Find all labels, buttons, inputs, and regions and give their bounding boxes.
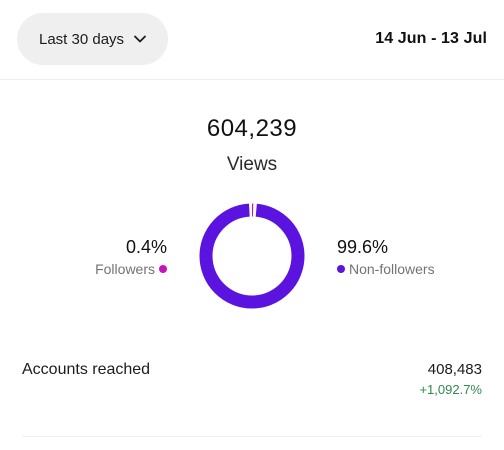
non-followers-dot-icon: [337, 265, 345, 273]
divider: [22, 436, 482, 437]
top-bar: Last 30 days 14 Jun - 13 Jul: [0, 0, 504, 80]
accounts-reached-value: 408,483: [427, 361, 482, 378]
donut-segment-followers: [199, 203, 305, 309]
followers-stat: 0.4% Followers: [95, 236, 167, 277]
accounts-reached-label: Accounts reached: [22, 361, 151, 378]
followers-legend: Followers: [95, 261, 167, 277]
non-followers-label: Non-followers: [349, 261, 435, 277]
date-range-dropdown[interactable]: Last 30 days: [17, 13, 168, 65]
donut-segment-non-followers: [199, 203, 305, 309]
followers-dot-icon: [159, 265, 167, 273]
followers-label: Followers: [95, 261, 155, 277]
chevron-down-icon: [134, 35, 146, 43]
date-range-dropdown-label: Last 30 days: [39, 30, 125, 48]
views-label: Views: [226, 154, 278, 175]
followers-percent: 0.4%: [125, 237, 167, 257]
views-donut-chart: [199, 203, 305, 309]
date-range-text: 14 Jun - 13 Jul: [375, 30, 487, 47]
non-followers-legend: Non-followers: [337, 261, 435, 277]
non-followers-stat: 99.6% Non-followers: [337, 236, 435, 277]
non-followers-percent: 99.6%: [337, 237, 389, 257]
accounts-reached-change: +1,092.7%: [419, 382, 482, 397]
views-total: 604,239: [206, 115, 298, 142]
